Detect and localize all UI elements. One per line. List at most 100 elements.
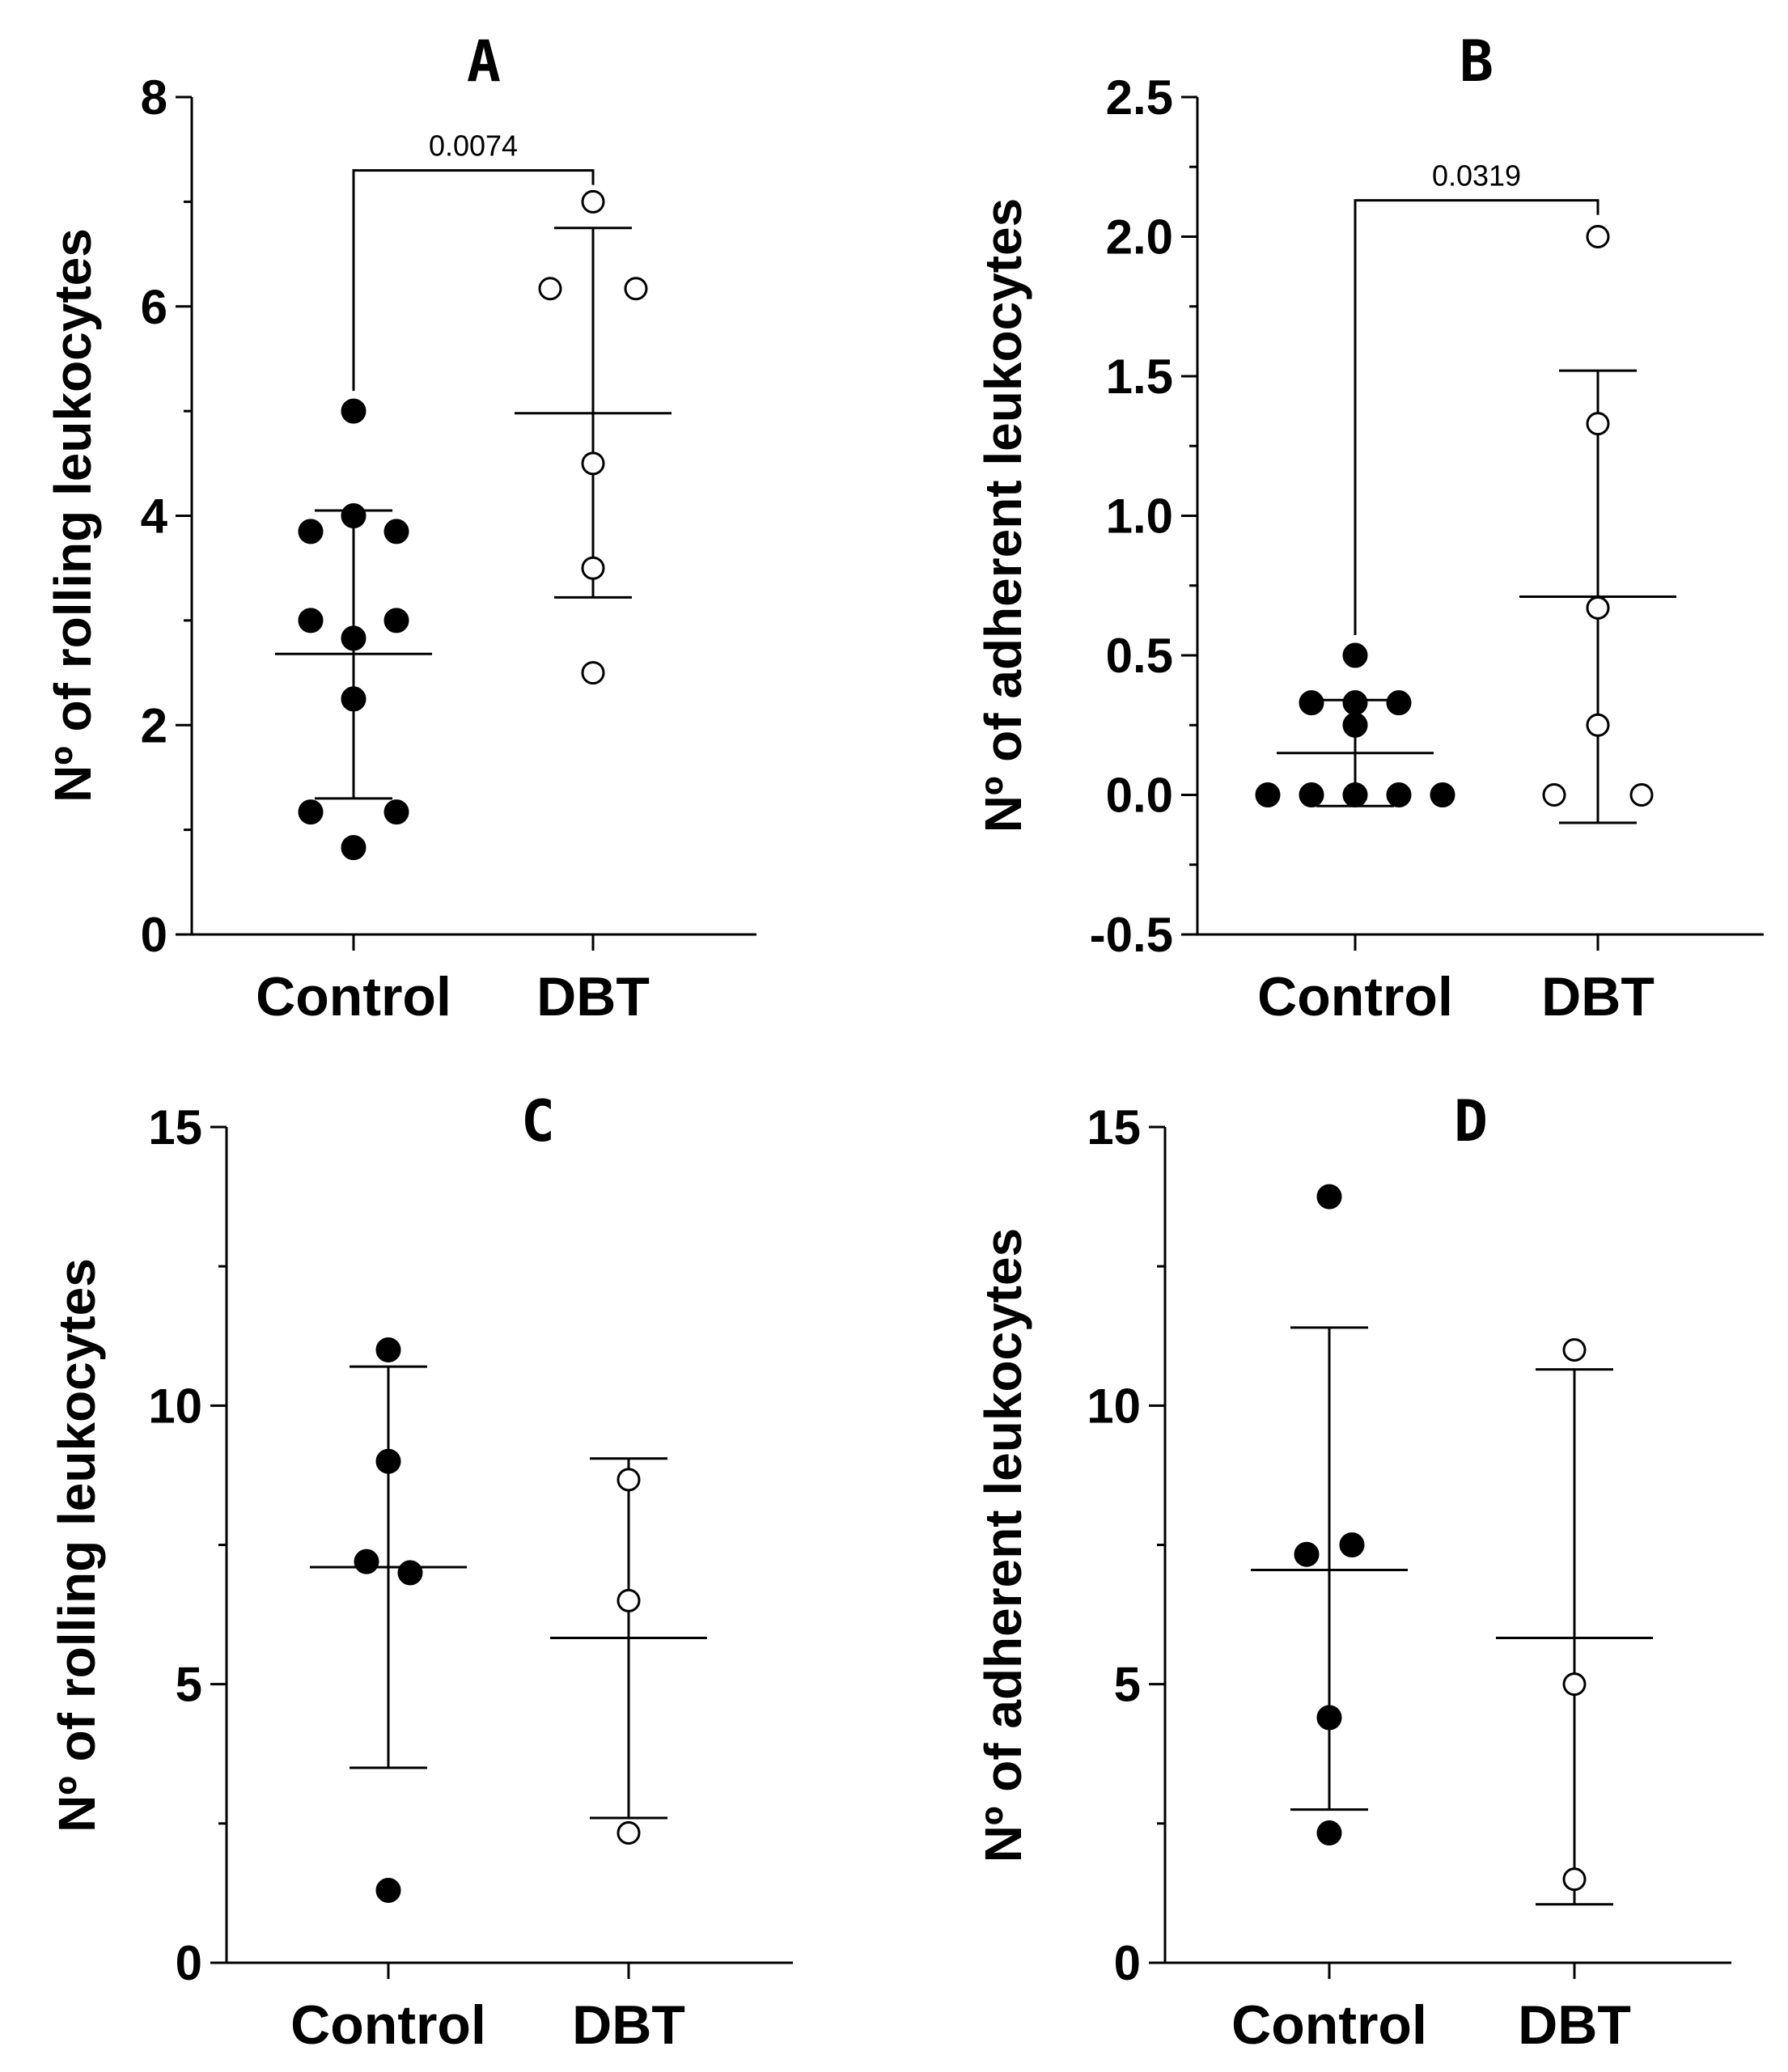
data-point [1629, 783, 1654, 807]
data-point [1294, 1541, 1320, 1567]
data-point [383, 519, 409, 544]
y-tick-label: 8 [141, 70, 167, 125]
y-tick-label: 4 [141, 489, 168, 544]
data-point [1562, 1337, 1587, 1362]
data-point [1299, 690, 1324, 716]
data-point [581, 451, 605, 476]
data-point [1386, 782, 1412, 807]
data-point [616, 1821, 641, 1845]
y-tick-label: 2 [141, 698, 167, 752]
y-tick-label: 10 [1087, 1379, 1141, 1433]
data-point [298, 608, 324, 633]
significance-bracket [352, 169, 595, 392]
data-point [383, 608, 409, 633]
panel-letter-d: D [1454, 1088, 1488, 1155]
data-point [1386, 690, 1412, 716]
data-point [341, 398, 366, 424]
x-tick-label-control: Control [1231, 1994, 1427, 2056]
data-point [341, 835, 366, 861]
data-point [1562, 1867, 1587, 1892]
y-tick-label: 6 [141, 280, 167, 334]
data-point [1562, 1672, 1587, 1697]
data-point [1586, 412, 1610, 436]
series-control [310, 1337, 467, 1903]
data-point [383, 799, 409, 825]
data-point [1339, 1532, 1365, 1557]
y-tick-label: 0 [141, 908, 167, 962]
y-axis-label: Nº of adherent leukocytes [974, 1228, 1032, 1862]
series-control [1251, 1184, 1408, 1846]
series-dbt [550, 1457, 707, 1845]
data-point [354, 1549, 379, 1574]
y-tick-label: 1.5 [1106, 350, 1173, 404]
data-point [538, 277, 562, 301]
data-point [1586, 225, 1610, 248]
data-point [1342, 642, 1368, 668]
y-tick-label: 0 [1114, 1936, 1141, 1990]
data-point [397, 1560, 423, 1586]
p-value-label: 0.0319 [1432, 159, 1521, 193]
series-dbt [1519, 225, 1676, 824]
data-point [581, 556, 605, 580]
data-point [616, 1468, 641, 1492]
data-point [1316, 1820, 1342, 1846]
data-point [1316, 1184, 1342, 1210]
data-point [1299, 782, 1324, 807]
y-tick-label: 2.5 [1106, 70, 1173, 125]
data-point [1542, 783, 1566, 807]
y-tick-label: 5 [1114, 1658, 1141, 1712]
y-axis-label: Nº of rolling leukocytes [48, 1258, 106, 1833]
panel-d: 0 5 10 15 Control DBT Nº of adherent leukocyte… [974, 1088, 1731, 2056]
series-dbt [515, 189, 672, 685]
p-value-label: 0.0074 [429, 129, 518, 163]
data-point [375, 1877, 401, 1903]
data-point [341, 686, 366, 712]
data-point [1586, 595, 1610, 620]
data-point [1255, 782, 1281, 807]
series-control [1255, 642, 1455, 807]
series-control [275, 398, 432, 861]
y-tick-label: 15 [148, 1100, 202, 1155]
data-point [581, 661, 605, 685]
panel-c: 0 5 10 15 Control DBT Nº of rolling leukocytes… [48, 1088, 793, 2056]
x-tick-label-control: Control [256, 966, 451, 1028]
panel-letter-b: B [1460, 28, 1494, 95]
y-tick-label: 5 [176, 1658, 202, 1712]
data-point [341, 503, 366, 528]
data-point [298, 799, 324, 825]
x-tick-label-dbt: DBT [1518, 1994, 1631, 2056]
y-tick-label: 15 [1087, 1100, 1141, 1155]
y-axis-label: Nº of adherent leukocytes [974, 198, 1032, 833]
y-tick-label: 0.0 [1106, 769, 1173, 823]
significance-bracket [1354, 199, 1599, 635]
x-tick-label-dbt: DBT [572, 1994, 685, 2056]
panel-letter-c: C [521, 1088, 555, 1155]
y-axis-label: Nº of rolling leukocytes [44, 228, 102, 803]
y-tick-label: 1.0 [1106, 489, 1173, 544]
data-point [581, 189, 605, 214]
y-tick-label: 0.5 [1106, 629, 1173, 683]
data-point [1342, 690, 1368, 716]
panel-a: 0 2 4 6 8 Control DBT Nº of rolling leukocytes A… [44, 28, 756, 1028]
data-point [1586, 713, 1610, 737]
data-point [1430, 782, 1455, 807]
y-tick-label: 0 [176, 1936, 202, 1990]
x-tick-label-dbt: DBT [1541, 966, 1655, 1028]
data-point [624, 277, 648, 301]
data-point [1342, 712, 1368, 738]
data-point [375, 1337, 401, 1362]
data-point [375, 1448, 401, 1474]
data-point [298, 519, 324, 544]
y-tick-label: -0.5 [1090, 908, 1173, 962]
panel-b: -0.5 0.0 0.5 1.0 1.5 2.0 2.5 Control DBT Nº of ad… [974, 28, 1764, 1028]
data-point [1316, 1705, 1342, 1731]
data-point [616, 1588, 641, 1612]
x-tick-label-control: Control [290, 1994, 486, 2056]
data-point [1342, 782, 1368, 807]
x-tick-label-dbt: DBT [536, 966, 650, 1028]
panel-letter-a: A [467, 28, 501, 95]
x-tick-label-control: Control [1257, 966, 1453, 1028]
data-point [341, 625, 366, 651]
